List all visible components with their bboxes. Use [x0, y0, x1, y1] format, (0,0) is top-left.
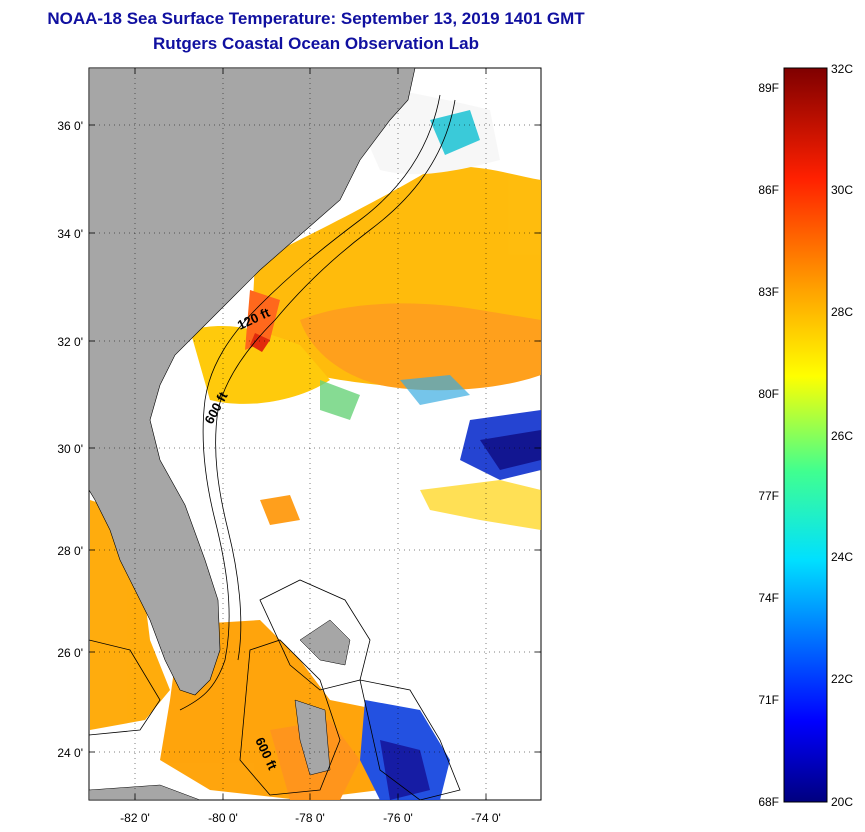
colorbar-f-68: 68F: [758, 795, 779, 809]
colorbar-c-24: 24C: [831, 550, 853, 564]
graticule: [89, 68, 541, 800]
lat-label-36: 36 0': [57, 119, 83, 133]
colorbar-f-86: 86F: [758, 183, 779, 197]
colorbar-f-83: 83F: [758, 285, 779, 299]
colorbar-c-22: 22C: [831, 672, 853, 686]
lat-label-34: 34 0': [57, 227, 83, 241]
colorbar-c-32: 32C: [831, 62, 853, 76]
lat-label-24: 24 0': [57, 746, 83, 760]
colorbar-f-71: 71F: [758, 693, 779, 707]
colorbar-c-28: 28C: [831, 305, 853, 319]
lat-label-28: 28 0': [57, 544, 83, 558]
colorbar-f-77: 77F: [758, 489, 779, 503]
colorbar-c-30: 30C: [831, 183, 853, 197]
sst-data-layer: [90, 80, 541, 800]
lat-label-30: 30 0': [57, 442, 83, 456]
map-area: 120 ft 600 ft 600 ft 36 0' 34 0' 32 0' 3…: [57, 67, 542, 825]
colorbar-gradient: [783, 67, 828, 803]
land-layer: [89, 68, 416, 800]
lon-label-80: -80 0': [208, 811, 238, 825]
map-ticks: [89, 68, 541, 800]
lon-label-82: -82 0': [120, 811, 150, 825]
lon-label-78: -78 0': [295, 811, 325, 825]
colorbar-c-20: 20C: [831, 795, 853, 809]
map-subtitle: Rutgers Coastal Ocean Observation Lab: [153, 34, 479, 53]
colorbar-c-26: 26C: [831, 429, 853, 443]
lon-label-74: -74 0': [471, 811, 501, 825]
lat-label-32: 32 0': [57, 335, 83, 349]
colorbar: 89F 86F 83F 80F 77F 74F 71F 68F 32C 30C …: [758, 62, 853, 809]
colorbar-f-80: 80F: [758, 387, 779, 401]
colorbar-f-89: 89F: [758, 81, 779, 95]
lat-label-26: 26 0': [57, 646, 83, 660]
colorbar-f-74: 74F: [758, 591, 779, 605]
isobath-contours: [89, 94, 461, 800]
lon-label-76: -76 0': [383, 811, 413, 825]
map-title: NOAA-18 Sea Surface Temperature: Septemb…: [47, 9, 585, 28]
